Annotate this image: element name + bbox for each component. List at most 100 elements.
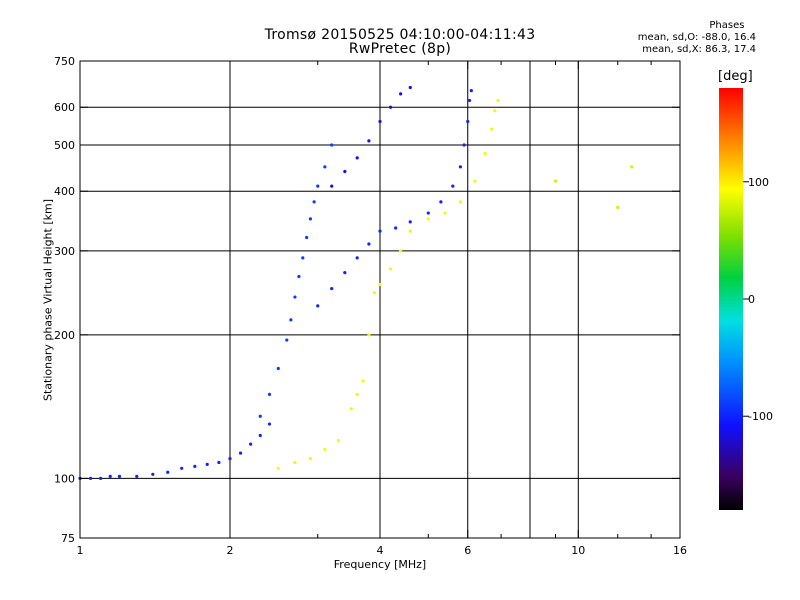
data-point <box>336 439 340 443</box>
data-point <box>316 184 320 188</box>
data-point <box>217 460 221 465</box>
phase-stats-o: mean, sd,O: -88.0, 16.4 <box>637 32 756 43</box>
series-x-mode-trace <box>276 98 500 470</box>
data-point <box>367 139 371 143</box>
data-point <box>399 92 403 96</box>
data-point <box>180 466 184 470</box>
data-point <box>367 333 371 337</box>
x-tick-label: 2 <box>227 544 234 557</box>
data-point <box>276 466 280 470</box>
x-tick-label: 1 <box>77 544 84 557</box>
data-point <box>378 282 382 287</box>
data-point <box>408 220 412 224</box>
data-point <box>616 205 620 209</box>
data-point <box>249 442 253 446</box>
data-point <box>289 318 293 322</box>
data-point <box>355 156 359 160</box>
data-point <box>166 470 170 474</box>
y-tick-label: 200 <box>54 329 75 342</box>
data-point <box>490 127 494 131</box>
y-tick-label: 100 <box>54 472 75 485</box>
data-point <box>394 226 398 230</box>
data-point <box>343 271 347 275</box>
series-o-mode-trace-low <box>78 422 272 481</box>
data-point <box>496 98 500 103</box>
x-axis-label: Frequency [MHz] <box>333 558 427 571</box>
data-point <box>108 474 112 478</box>
data-point <box>361 379 365 383</box>
data-point <box>330 286 334 291</box>
data-point <box>308 217 313 221</box>
data-point <box>483 151 487 156</box>
x-tick-label: 16 <box>673 544 687 557</box>
chart-title: Tromsø 20150525 04:10:00-04:11:43 <box>264 27 536 43</box>
colorbar-tick-label: 100 <box>748 176 769 189</box>
data-point <box>88 476 93 481</box>
data-point <box>469 89 473 93</box>
phase-stats-heading: Phases <box>709 20 745 31</box>
data-point <box>228 457 232 461</box>
y-axis-label: Stationary phase Virtual Height [km] <box>41 198 55 402</box>
data-point <box>426 217 430 221</box>
colorbar-unit: [deg] <box>718 69 753 84</box>
data-point <box>297 274 301 279</box>
data-point <box>258 433 262 438</box>
data-point <box>330 143 334 147</box>
data-point <box>276 366 280 371</box>
data-point <box>388 267 393 271</box>
data-point <box>343 169 347 174</box>
data-point <box>408 85 412 90</box>
data-point <box>467 98 472 103</box>
data-point <box>308 457 313 461</box>
data-point <box>355 392 359 397</box>
data-point <box>466 119 470 124</box>
data-point <box>426 211 430 215</box>
data-point <box>367 242 371 246</box>
data-point <box>388 105 393 109</box>
x-tick-label: 6 <box>464 544 471 557</box>
data-point <box>238 451 243 455</box>
data-point <box>293 295 297 299</box>
colorbar-ticks: 100 0 -100 <box>743 176 773 423</box>
series-o-mode-f-trace <box>316 89 473 308</box>
y-tick-label: 750 <box>54 55 75 68</box>
data-point <box>151 472 155 476</box>
data-point <box>372 291 377 295</box>
data-point <box>408 229 412 233</box>
y-tick-label: 300 <box>54 245 75 258</box>
data-point <box>458 165 463 169</box>
data-point <box>355 256 359 260</box>
data-point <box>99 476 103 481</box>
data-point <box>462 143 466 147</box>
data-point <box>312 200 316 204</box>
data-point <box>473 179 477 183</box>
data-point <box>378 229 382 233</box>
colorbar <box>719 88 743 510</box>
data-point <box>258 414 262 418</box>
colorbar-tick-label: -100 <box>748 410 773 423</box>
data-point <box>267 392 272 397</box>
data-point <box>330 184 334 188</box>
colorbar-tick-label: 0 <box>748 293 755 306</box>
data-point <box>267 422 272 426</box>
data-point <box>451 184 455 188</box>
x-tick-label: 4 <box>377 544 384 557</box>
data-point <box>293 460 297 465</box>
data-point <box>458 200 463 204</box>
grid-layer <box>80 61 680 538</box>
data-point <box>316 304 320 308</box>
y-tick-label: 500 <box>54 139 75 152</box>
chart-subtitle: RwPretec (8p) <box>348 41 452 57</box>
data-layer <box>78 85 634 481</box>
y-tick-label: 600 <box>54 101 75 114</box>
data-point <box>493 109 497 113</box>
data-point <box>285 338 289 342</box>
data-point <box>323 447 327 452</box>
y-tick-label: 400 <box>54 185 75 198</box>
data-point <box>439 200 443 204</box>
data-point <box>323 165 327 169</box>
data-point <box>399 249 403 253</box>
data-point <box>117 474 122 478</box>
phase-stats-x: mean, sd,X: 86.3, 17.4 <box>642 44 756 55</box>
